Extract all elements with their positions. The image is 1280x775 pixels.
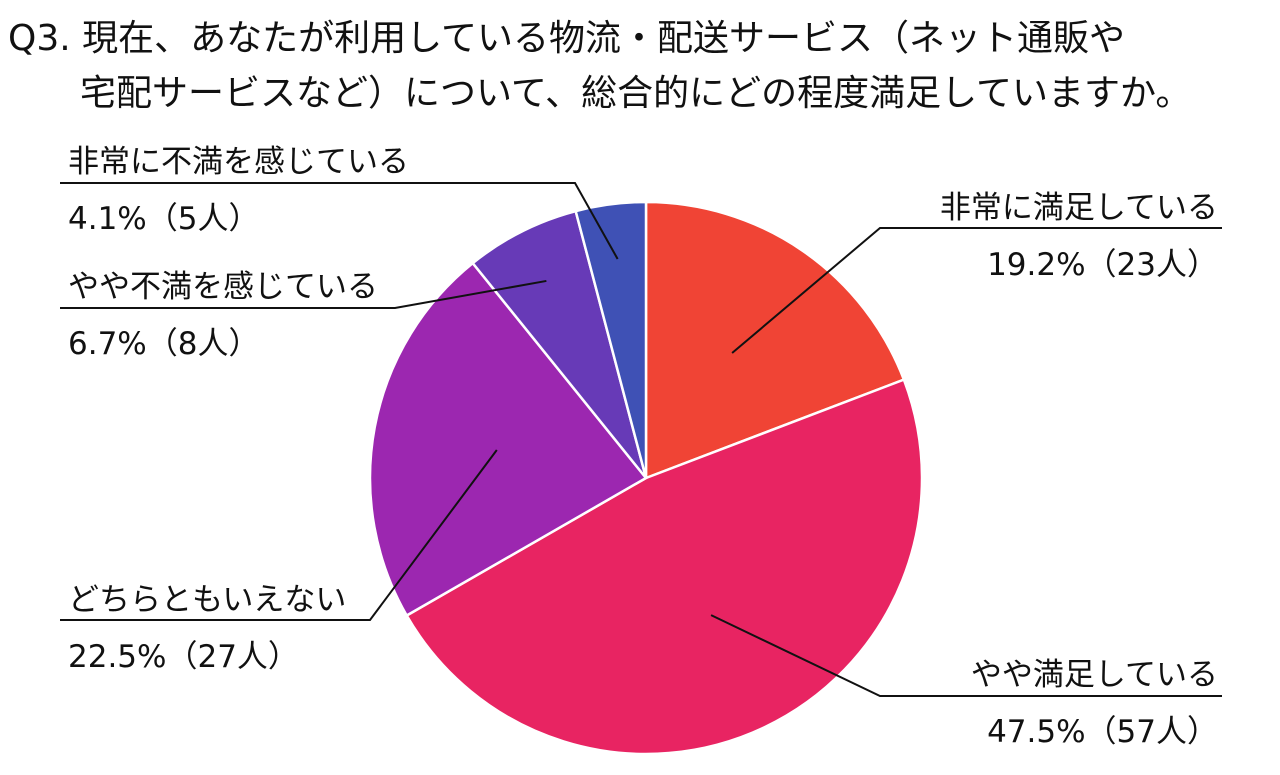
leader-line	[710, 614, 1222, 697]
leader-line	[60, 449, 498, 621]
slice-name-label: やや不満を感じている	[68, 269, 378, 305]
slice-value-label: 47.5%（57人）	[987, 714, 1218, 750]
pie-slices	[368, 200, 924, 756]
slice-name-label: やや満足している	[971, 657, 1218, 693]
leader-line	[60, 279, 547, 309]
slice-value-label: 6.7%（8人）	[68, 326, 259, 362]
pie-slice	[644, 200, 906, 480]
leader-lines	[60, 182, 1222, 697]
slice-name-label: 非常に不満を感じている	[68, 144, 409, 180]
chart-title-line1: Q3. 現在、あなたが利用している物流・配送サービス（ネット通販や	[8, 18, 1125, 59]
slice-labels: 非常に満足している 19.2%（23人） やや満足している 47.5%（57人） どちら…	[68, 144, 1218, 750]
slice-name-label: どちらともいえない	[68, 582, 346, 618]
leader-line	[731, 227, 1222, 354]
pie-slice	[404, 378, 924, 756]
pie-slice	[574, 200, 648, 479]
pie-slice	[470, 209, 648, 479]
slice-value-label: 22.5%（27人）	[68, 639, 299, 675]
slice-value-label: 4.1%（5人）	[68, 201, 259, 237]
slice-name-label: 非常に満足している	[940, 190, 1218, 226]
chart-title-line2: 宅配サービスなど）について、総合的にどの程度満足していますか。	[80, 73, 1191, 114]
slice-value-label: 19.2%（23人）	[987, 247, 1218, 283]
leader-line	[60, 182, 619, 260]
